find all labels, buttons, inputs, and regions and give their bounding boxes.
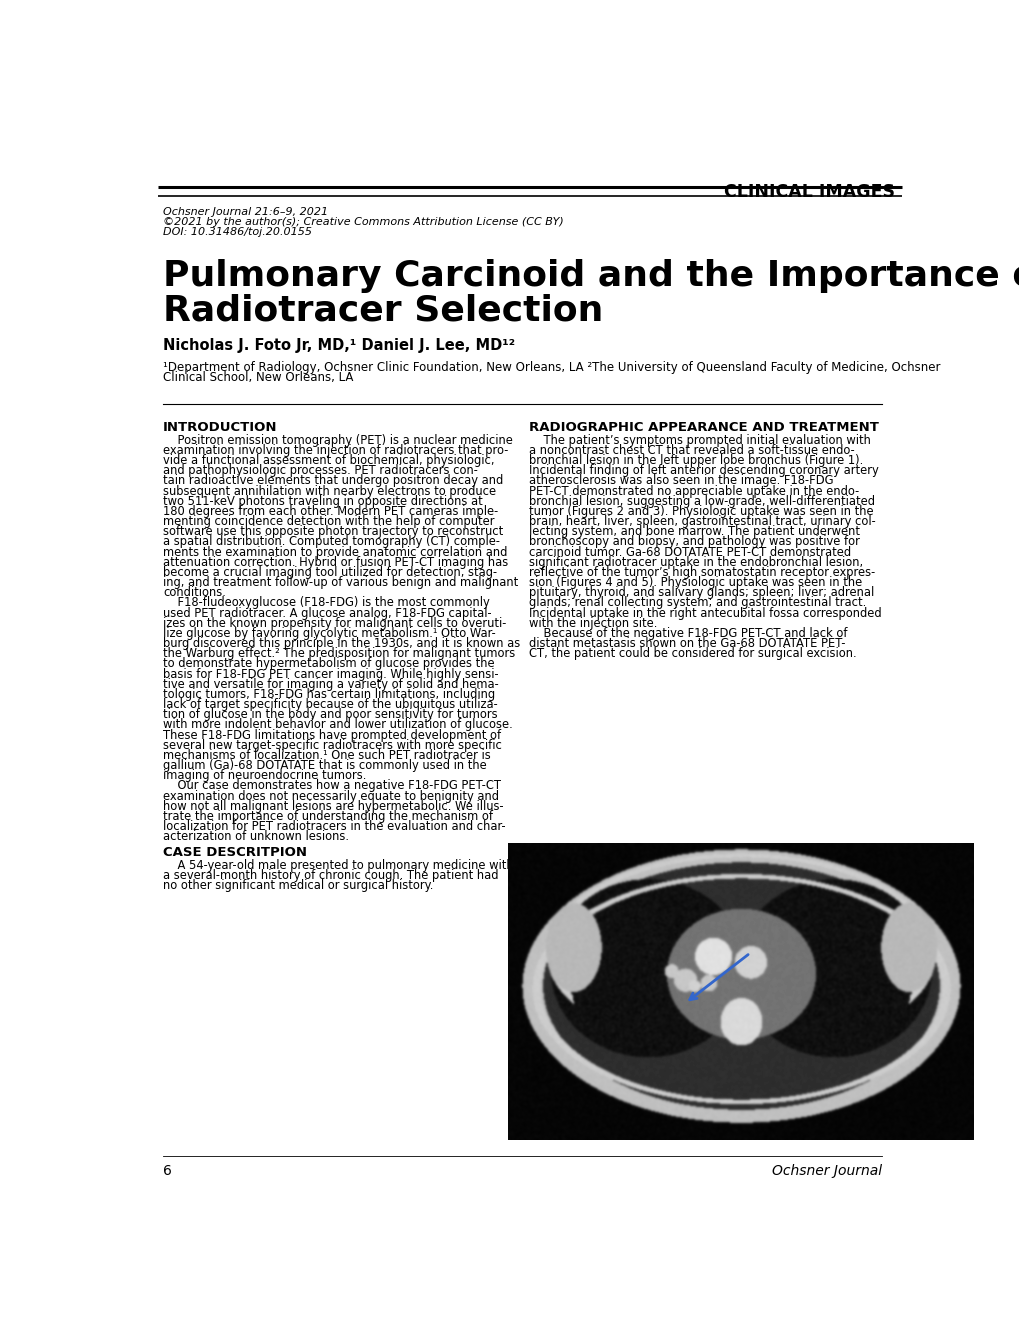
Text: carcinoid tumor. Ga-68 DOTATATE PET-CT demonstrated: carcinoid tumor. Ga-68 DOTATATE PET-CT d…: [529, 545, 850, 559]
Text: Positron emission tomography (PET) is a nuclear medicine: Positron emission tomography (PET) is a …: [163, 434, 513, 446]
Text: examination involving the injection of radiotracers that pro-: examination involving the injection of r…: [163, 444, 508, 457]
Text: imaging of neuroendocrine tumors.: imaging of neuroendocrine tumors.: [163, 769, 366, 782]
Text: ing, and treatment follow-up of various benign and malignant: ing, and treatment follow-up of various …: [163, 576, 518, 589]
Text: software use this opposite photon trajectory to reconstruct: software use this opposite photon trajec…: [163, 526, 503, 539]
Text: Ochsner Journal: Ochsner Journal: [771, 1164, 881, 1178]
Text: tion of glucose in the body and poor sensitivity for tumors: tion of glucose in the body and poor sen…: [163, 708, 497, 722]
Text: a spatial distribution. Computed tomography (CT) comple-: a spatial distribution. Computed tomogra…: [163, 535, 499, 548]
Text: 6: 6: [163, 1164, 172, 1178]
Text: ments the examination to provide anatomic correlation and: ments the examination to provide anatomi…: [163, 545, 507, 559]
Text: a several-month history of chronic cough. The patient had: a several-month history of chronic cough…: [163, 869, 498, 882]
Text: a noncontrast chest CT that revealed a soft-tissue endo-: a noncontrast chest CT that revealed a s…: [529, 444, 854, 457]
Text: age demonstrates a 1.3-cm soft-tissue endobronchial lesion: age demonstrates a 1.3-cm soft-tissue en…: [521, 1058, 935, 1071]
Text: Ochsner Journal 21:6–9, 2021: Ochsner Journal 21:6–9, 2021: [163, 207, 328, 217]
Text: significant radiotracer uptake in the endobronchial lesion,: significant radiotracer uptake in the en…: [529, 556, 862, 569]
Text: sion (Figures 4 and 5). Physiologic uptake was seen in the: sion (Figures 4 and 5). Physiologic upta…: [529, 576, 861, 589]
Text: pituitary, thyroid, and salivary glands; spleen; liver; adrenal: pituitary, thyroid, and salivary glands;…: [529, 587, 873, 600]
Text: Radiotracer Selection: Radiotracer Selection: [163, 294, 603, 327]
Text: CT, the patient could be considered for surgical excision.: CT, the patient could be considered for …: [529, 647, 856, 661]
Text: vide a functional assessment of biochemical, physiologic,: vide a functional assessment of biochemi…: [163, 454, 494, 467]
Text: used PET radiotracer. A glucose analog, F18-FDG capital-: used PET radiotracer. A glucose analog, …: [163, 606, 491, 620]
Text: Our case demonstrates how a negative F18-FDG PET-CT: Our case demonstrates how a negative F18…: [163, 780, 500, 792]
Text: Figure 1.  Noncontrast axial chest computed tomography im-: Figure 1. Noncontrast axial chest comput…: [521, 1046, 942, 1059]
Text: acterization of unknown lesions.: acterization of unknown lesions.: [163, 830, 348, 843]
Text: and pathophysiologic processes. PET radiotracers con-: and pathophysiologic processes. PET radi…: [163, 465, 478, 477]
Text: DOI: 10.31486/toj.20.0155: DOI: 10.31486/toj.20.0155: [163, 226, 312, 237]
Text: Because of the negative F18-FDG PET-CT and lack of: Because of the negative F18-FDG PET-CT a…: [529, 626, 847, 639]
Text: INTRODUCTION: INTRODUCTION: [163, 421, 277, 434]
Text: with more indolent behavior and lower utilization of glucose.: with more indolent behavior and lower ut…: [163, 719, 513, 731]
Text: conditions.: conditions.: [163, 587, 226, 600]
Text: two 511-keV photons traveling in opposite directions at: two 511-keV photons traveling in opposit…: [163, 495, 482, 507]
Text: several new target-specific radiotracers with more specific: several new target-specific radiotracers…: [163, 739, 501, 752]
Text: within the left upper lobe bronchus, concerning for a primary: within the left upper lobe bronchus, con…: [521, 1070, 946, 1083]
Text: A 54-year-old male presented to pulmonary medicine with: A 54-year-old male presented to pulmonar…: [163, 859, 514, 871]
Text: localization for PET radiotracers in the evaluation and char-: localization for PET radiotracers in the…: [163, 820, 505, 833]
Text: 180 degrees from each other. Modern PET cameras imple-: 180 degrees from each other. Modern PET …: [163, 504, 498, 518]
Text: ©2021 by the author(s); Creative Commons Attribution License (CC BY): ©2021 by the author(s); Creative Commons…: [163, 217, 564, 226]
Text: trate the importance of understanding the mechanism of: trate the importance of understanding th…: [163, 810, 492, 822]
Text: izes on the known propensity for malignant cells to overuti-: izes on the known propensity for maligna…: [163, 617, 506, 630]
Text: no other significant medical or surgical history.: no other significant medical or surgical…: [163, 879, 433, 892]
Text: The patient’s symptoms prompted initial evaluation with: The patient’s symptoms prompted initial …: [529, 434, 870, 446]
Text: gallium (Ga)-68 DOTATATE that is commonly used in the: gallium (Ga)-68 DOTATATE that is commonl…: [163, 759, 486, 772]
Text: tive and versatile for imaging a variety of solid and hema-: tive and versatile for imaging a variety…: [163, 678, 498, 691]
Text: glands; renal collecting system; and gastrointestinal tract.: glands; renal collecting system; and gas…: [529, 596, 865, 609]
Text: ¹Department of Radiology, Ochsner Clinic Foundation, New Orleans, LA ²The Univer: ¹Department of Radiology, Ochsner Clinic…: [163, 360, 940, 373]
Text: F18-fludeoxyglucose (F18-FDG) is the most commonly: F18-fludeoxyglucose (F18-FDG) is the mos…: [163, 596, 489, 609]
Text: bronchoscopy and biopsy, and pathology was positive for: bronchoscopy and biopsy, and pathology w…: [529, 535, 859, 548]
Text: attenuation correction. Hybrid or fusion PET-CT imaging has: attenuation correction. Hybrid or fusion…: [163, 556, 507, 569]
Text: Nicholas J. Foto Jr, MD,¹ Daniel J. Lee, MD¹²: Nicholas J. Foto Jr, MD,¹ Daniel J. Lee,…: [163, 338, 515, 352]
Text: lack of target specificity because of the ubiquitous utiliza-: lack of target specificity because of th…: [163, 698, 497, 711]
Text: subsequent annihilation with nearby electrons to produce: subsequent annihilation with nearby elec…: [163, 485, 496, 498]
Text: reflective of the tumor’s high somatostatin receptor expres-: reflective of the tumor’s high somatosta…: [529, 565, 874, 579]
Text: RADIOGRAPHIC APPEARANCE AND TREATMENT: RADIOGRAPHIC APPEARANCE AND TREATMENT: [529, 421, 878, 434]
Text: CLINICAL IMAGES: CLINICAL IMAGES: [723, 183, 894, 201]
Text: mechanisms of localization.¹ One such PET radiotracer is: mechanisms of localization.¹ One such PE…: [163, 749, 490, 761]
Text: lecting system, and bone marrow. The patient underwent: lecting system, and bone marrow. The pat…: [529, 526, 859, 539]
Text: tologic tumors, F18-FDG has certain limitations, including: tologic tumors, F18-FDG has certain limi…: [163, 688, 495, 700]
Text: examination does not necessarily equate to benignity and: examination does not necessarily equate …: [163, 789, 498, 802]
Text: distant metastasis shown on the Ga-68 DOTATATE PET-: distant metastasis shown on the Ga-68 DO…: [529, 637, 845, 650]
Text: lize glucose by favoring glycolytic metabolism.¹ Otto War-: lize glucose by favoring glycolytic meta…: [163, 626, 495, 639]
Text: how not all malignant lesions are hypermetabolic. We illus-: how not all malignant lesions are hyperm…: [163, 800, 503, 813]
Text: with the injection site.: with the injection site.: [529, 617, 656, 630]
Text: PET-CT demonstrated no appreciable uptake in the endo-: PET-CT demonstrated no appreciable uptak…: [529, 485, 858, 498]
Text: bronchial lesion, suggesting a low-grade, well-differentiated: bronchial lesion, suggesting a low-grade…: [529, 495, 874, 507]
Text: tumor (Figures 2 and 3). Physiologic uptake was seen in the: tumor (Figures 2 and 3). Physiologic upt…: [529, 504, 872, 518]
Text: brain, heart, liver, spleen, gastrointestinal tract, urinary col-: brain, heart, liver, spleen, gastrointes…: [529, 515, 875, 528]
Text: tain radioactive elements that undergo positron decay and: tain radioactive elements that undergo p…: [163, 474, 503, 487]
Text: menting coincidence detection with the help of computer: menting coincidence detection with the h…: [163, 515, 494, 528]
Text: atherosclerosis was also seen in the image. F18-FDG: atherosclerosis was also seen in the ima…: [529, 474, 833, 487]
Text: burg discovered this principle in the 1930s, and it is known as: burg discovered this principle in the 19…: [163, 637, 520, 650]
Text: Incidental uptake in the right antecubital fossa corresponded: Incidental uptake in the right antecubit…: [529, 606, 880, 620]
Text: Incidental finding of left anterior descending coronary artery: Incidental finding of left anterior desc…: [529, 465, 877, 477]
Text: Clinical School, New Orleans, LA: Clinical School, New Orleans, LA: [163, 371, 354, 384]
Text: to demonstrate hypermetabolism of glucose provides the: to demonstrate hypermetabolism of glucos…: [163, 658, 494, 670]
Text: basis for F18-FDG PET cancer imaging. While highly sensi-: basis for F18-FDG PET cancer imaging. Wh…: [163, 667, 498, 681]
Text: CASE DESCRITPION: CASE DESCRITPION: [163, 846, 307, 859]
Text: These F18-FDG limitations have prompted development of: These F18-FDG limitations have prompted …: [163, 728, 500, 741]
Text: bronchial tumor or metastasis (arrow).: bronchial tumor or metastasis (arrow).: [521, 1082, 790, 1095]
Text: become a crucial imaging tool utilized for detection, stag-: become a crucial imaging tool utilized f…: [163, 565, 497, 579]
Text: Pulmonary Carcinoid and the Importance of Correct: Pulmonary Carcinoid and the Importance o…: [163, 260, 1019, 293]
Text: bronchial lesion in the left upper lobe bronchus (Figure 1).: bronchial lesion in the left upper lobe …: [529, 454, 862, 467]
Text: the Warburg effect.² The predisposition for malignant tumors: the Warburg effect.² The predisposition …: [163, 647, 515, 661]
